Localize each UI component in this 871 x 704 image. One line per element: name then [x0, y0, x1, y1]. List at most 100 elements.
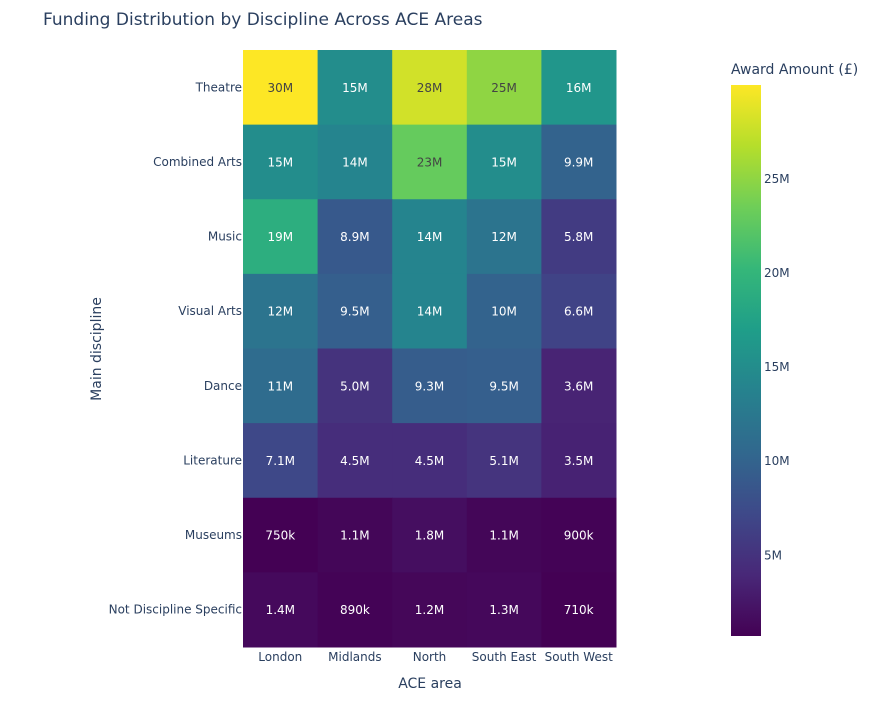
cell-value-label: 1.1M	[340, 529, 369, 543]
heatmap-cell	[466, 124, 542, 200]
cell-value-label: 3.5M	[564, 454, 593, 468]
cell-value-label: 890k	[340, 603, 370, 617]
cell-value-label: 19M	[267, 230, 293, 244]
cell-value-label: 15M	[491, 155, 517, 169]
heatmap-cell	[541, 423, 617, 499]
cell-value-label: 15M	[267, 155, 293, 169]
cell-value-label: 710k	[564, 603, 594, 617]
cell-value-label: 1.1M	[489, 529, 518, 543]
heatmap-cell	[243, 124, 319, 200]
x-tick-label: London	[258, 650, 302, 664]
colorbar-tick-label: 15M	[764, 360, 790, 374]
heatmap-cell	[466, 497, 542, 573]
cell-value-label: 10M	[491, 305, 517, 319]
heatmap-cell	[466, 348, 542, 424]
y-tick-label: Music	[208, 230, 242, 244]
x-tick-label: South East	[472, 650, 537, 664]
heatmap-cell	[392, 348, 468, 424]
x-tick-label: Midlands	[328, 650, 381, 664]
heatmap-cell	[392, 572, 468, 648]
y-tick-label: Dance	[204, 379, 242, 393]
y-axis-title: Main discipline	[89, 297, 105, 401]
heatmap-cell	[541, 199, 617, 275]
colorbar-tick-label: 10M	[764, 454, 790, 468]
cell-value-label: 28M	[417, 81, 443, 95]
x-tick-label: North	[413, 650, 447, 664]
cell-value-label: 1.3M	[489, 603, 518, 617]
heatmap-cell	[317, 273, 393, 349]
cell-value-label: 14M	[417, 305, 443, 319]
heatmap-cell	[466, 273, 542, 349]
heatmap-cell	[243, 50, 319, 126]
cell-value-label: 5.0M	[340, 379, 369, 393]
y-tick-label: Museums	[185, 528, 242, 542]
cell-value-label: 30M	[267, 81, 293, 95]
cell-value-label: 4.5M	[415, 454, 444, 468]
y-tick-label: Not Discipline Specific	[109, 603, 242, 617]
y-tick-label: Visual Arts	[178, 304, 242, 318]
heatmap-cell	[317, 199, 393, 275]
colorbar-tick-label: 25M	[764, 172, 790, 186]
heatmap-cell	[392, 50, 468, 126]
cell-value-label: 7.1M	[266, 454, 295, 468]
heatmap-cell	[243, 572, 319, 648]
y-axis-ticks: Theatre Combined Arts Music Visual Arts Danc…	[109, 80, 242, 616]
heatmap-cell	[466, 50, 542, 126]
heatmap-cell	[392, 423, 468, 499]
cell-value-label: 12M	[267, 305, 293, 319]
heatmap-cell	[392, 199, 468, 275]
cell-value-label: 8.9M	[340, 230, 369, 244]
heatmap-cell	[392, 273, 468, 349]
heatmap-cell	[243, 423, 319, 499]
cell-value-label: 1.8M	[415, 529, 444, 543]
cell-value-label: 9.3M	[415, 379, 444, 393]
heatmap-cell	[541, 124, 617, 200]
heatmap-cell	[541, 348, 617, 424]
heatmap-cell	[317, 497, 393, 573]
cell-value-label: 23M	[417, 155, 443, 169]
cell-value-label: 16M	[566, 81, 592, 95]
heatmap-cell	[317, 124, 393, 200]
chart-title: Funding Distribution by Discipline Acros…	[43, 10, 483, 30]
colorbar-ticks: 5M 10M 15M 20M 25M	[764, 172, 790, 562]
heatmap-cell	[317, 572, 393, 648]
cell-value-label: 750k	[265, 529, 295, 543]
x-axis-title: ACE area	[398, 676, 462, 692]
heatmap-cell	[317, 348, 393, 424]
heatmap-cell	[541, 572, 617, 648]
x-axis-ticks: London Midlands North South East South West	[258, 650, 613, 664]
y-tick-label: Theatre	[195, 80, 242, 94]
heatmap-cell	[466, 199, 542, 275]
cell-labels: 30M 15M 28M 25M 16M 15M 14M 23M 15M 9.9M 19M 8.9M 14…	[265, 81, 593, 617]
cell-value-label: 11M	[267, 379, 293, 393]
cell-value-label: 25M	[491, 81, 517, 95]
cell-value-label: 9.5M	[489, 379, 518, 393]
heatmap-cell	[243, 497, 319, 573]
colorbar-tick-label: 20M	[764, 266, 790, 280]
heatmap-cell	[243, 273, 319, 349]
heatmap-cell	[317, 50, 393, 126]
cell-value-label: 1.4M	[266, 603, 295, 617]
cell-value-label: 900k	[564, 529, 594, 543]
heatmap-cell	[541, 273, 617, 349]
heatmap-cell	[392, 124, 468, 200]
cell-value-label: 9.5M	[340, 305, 369, 319]
cell-value-label: 6.6M	[564, 305, 593, 319]
heatmap-cell	[243, 348, 319, 424]
cell-value-label: 4.5M	[340, 454, 369, 468]
cell-value-label: 1.2M	[415, 603, 444, 617]
y-tick-label: Literature	[183, 453, 242, 467]
cell-value-label: 12M	[491, 230, 517, 244]
cell-value-label: 3.6M	[564, 379, 593, 393]
cell-value-label: 14M	[417, 230, 443, 244]
heatmap-cell	[466, 572, 542, 648]
heatmap-cell	[541, 497, 617, 573]
cell-value-label: 5.8M	[564, 230, 593, 244]
heatmap-cell	[243, 199, 319, 275]
heatmap-cell	[317, 423, 393, 499]
cell-value-label: 5.1M	[489, 454, 518, 468]
cell-value-label: 14M	[342, 155, 368, 169]
heatmap-cell	[541, 50, 617, 126]
